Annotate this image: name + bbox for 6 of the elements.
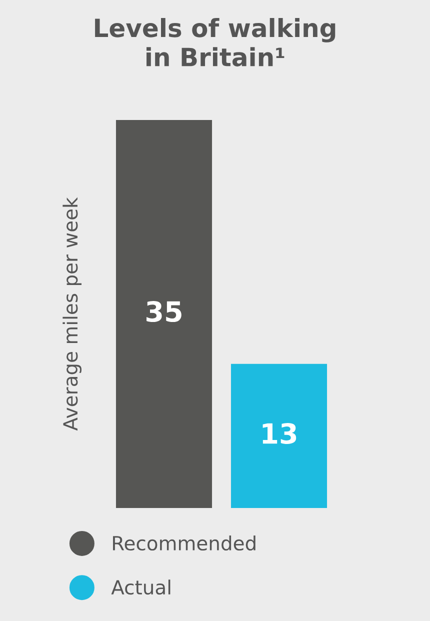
- legend-label: Recommended: [113, 536, 256, 551]
- y-axis-title: Average miles per week: [62, 197, 82, 431]
- chart-title: Levels of walking in Britain¹: [95, 18, 336, 66]
- data-label: 13: [262, 422, 296, 444]
- legend-label: Actual: [111, 580, 170, 595]
- data-label: 35: [146, 301, 182, 322]
